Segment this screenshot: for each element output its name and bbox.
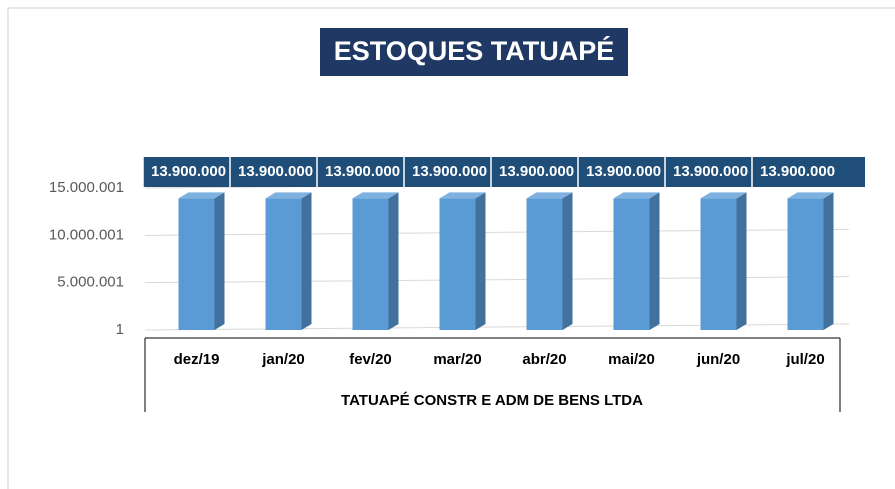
x-tick-label: jun/20 [696, 351, 740, 368]
value-label-band [143, 157, 865, 187]
value-label: 13.900.000 [760, 163, 835, 180]
bar-top [526, 192, 573, 199]
y-tick-label: 10.000.001 [49, 226, 124, 243]
x-tick-label: jan/20 [261, 351, 305, 368]
y-tick-label: 5.000.001 [57, 274, 124, 291]
bar-side [823, 192, 834, 330]
bar [439, 198, 476, 330]
bar-side [736, 192, 747, 330]
bar-top [613, 192, 660, 199]
title-box [320, 28, 628, 76]
value-label: 13.900.000 [412, 163, 487, 180]
chart-title: ESTOQUES TATUAPÉ [334, 35, 615, 66]
y-tick-label: 1 [116, 321, 124, 338]
bar [700, 198, 737, 330]
y-tick-label: 15.000.001 [49, 179, 124, 196]
value-label: 13.900.000 [499, 163, 574, 180]
value-label: 13.900.000 [238, 163, 313, 180]
bar-side [562, 192, 573, 330]
x-tick-label: fev/20 [349, 351, 392, 368]
bar-top [700, 192, 747, 199]
bar [178, 198, 215, 330]
bar-side [388, 192, 399, 330]
x-tick-label: mai/20 [608, 351, 655, 368]
bar-side [214, 192, 225, 330]
bar [526, 198, 563, 330]
bar-top [265, 192, 312, 199]
bar-side [475, 192, 486, 330]
bar-side [301, 192, 312, 330]
bar-top [178, 192, 225, 199]
x-tick-label: jul/20 [785, 351, 824, 368]
value-label: 13.900.000 [586, 163, 661, 180]
bar-side [649, 192, 660, 330]
x-tick-label: dez/19 [174, 351, 220, 368]
bar-top [439, 192, 486, 199]
x-tick-label: mar/20 [433, 351, 481, 368]
value-label: 13.900.000 [151, 163, 226, 180]
bar [352, 198, 389, 330]
bar-top [787, 192, 834, 199]
bar [265, 198, 302, 330]
value-label: 13.900.000 [673, 163, 748, 180]
x-tick-label: abr/20 [522, 351, 566, 368]
bar-top [352, 192, 399, 199]
value-label: 13.900.000 [325, 163, 400, 180]
x-axis-label: TATUAPÉ CONSTR E ADM DE BENS LTDA [341, 392, 643, 409]
bar [613, 198, 650, 330]
bar [787, 198, 824, 330]
